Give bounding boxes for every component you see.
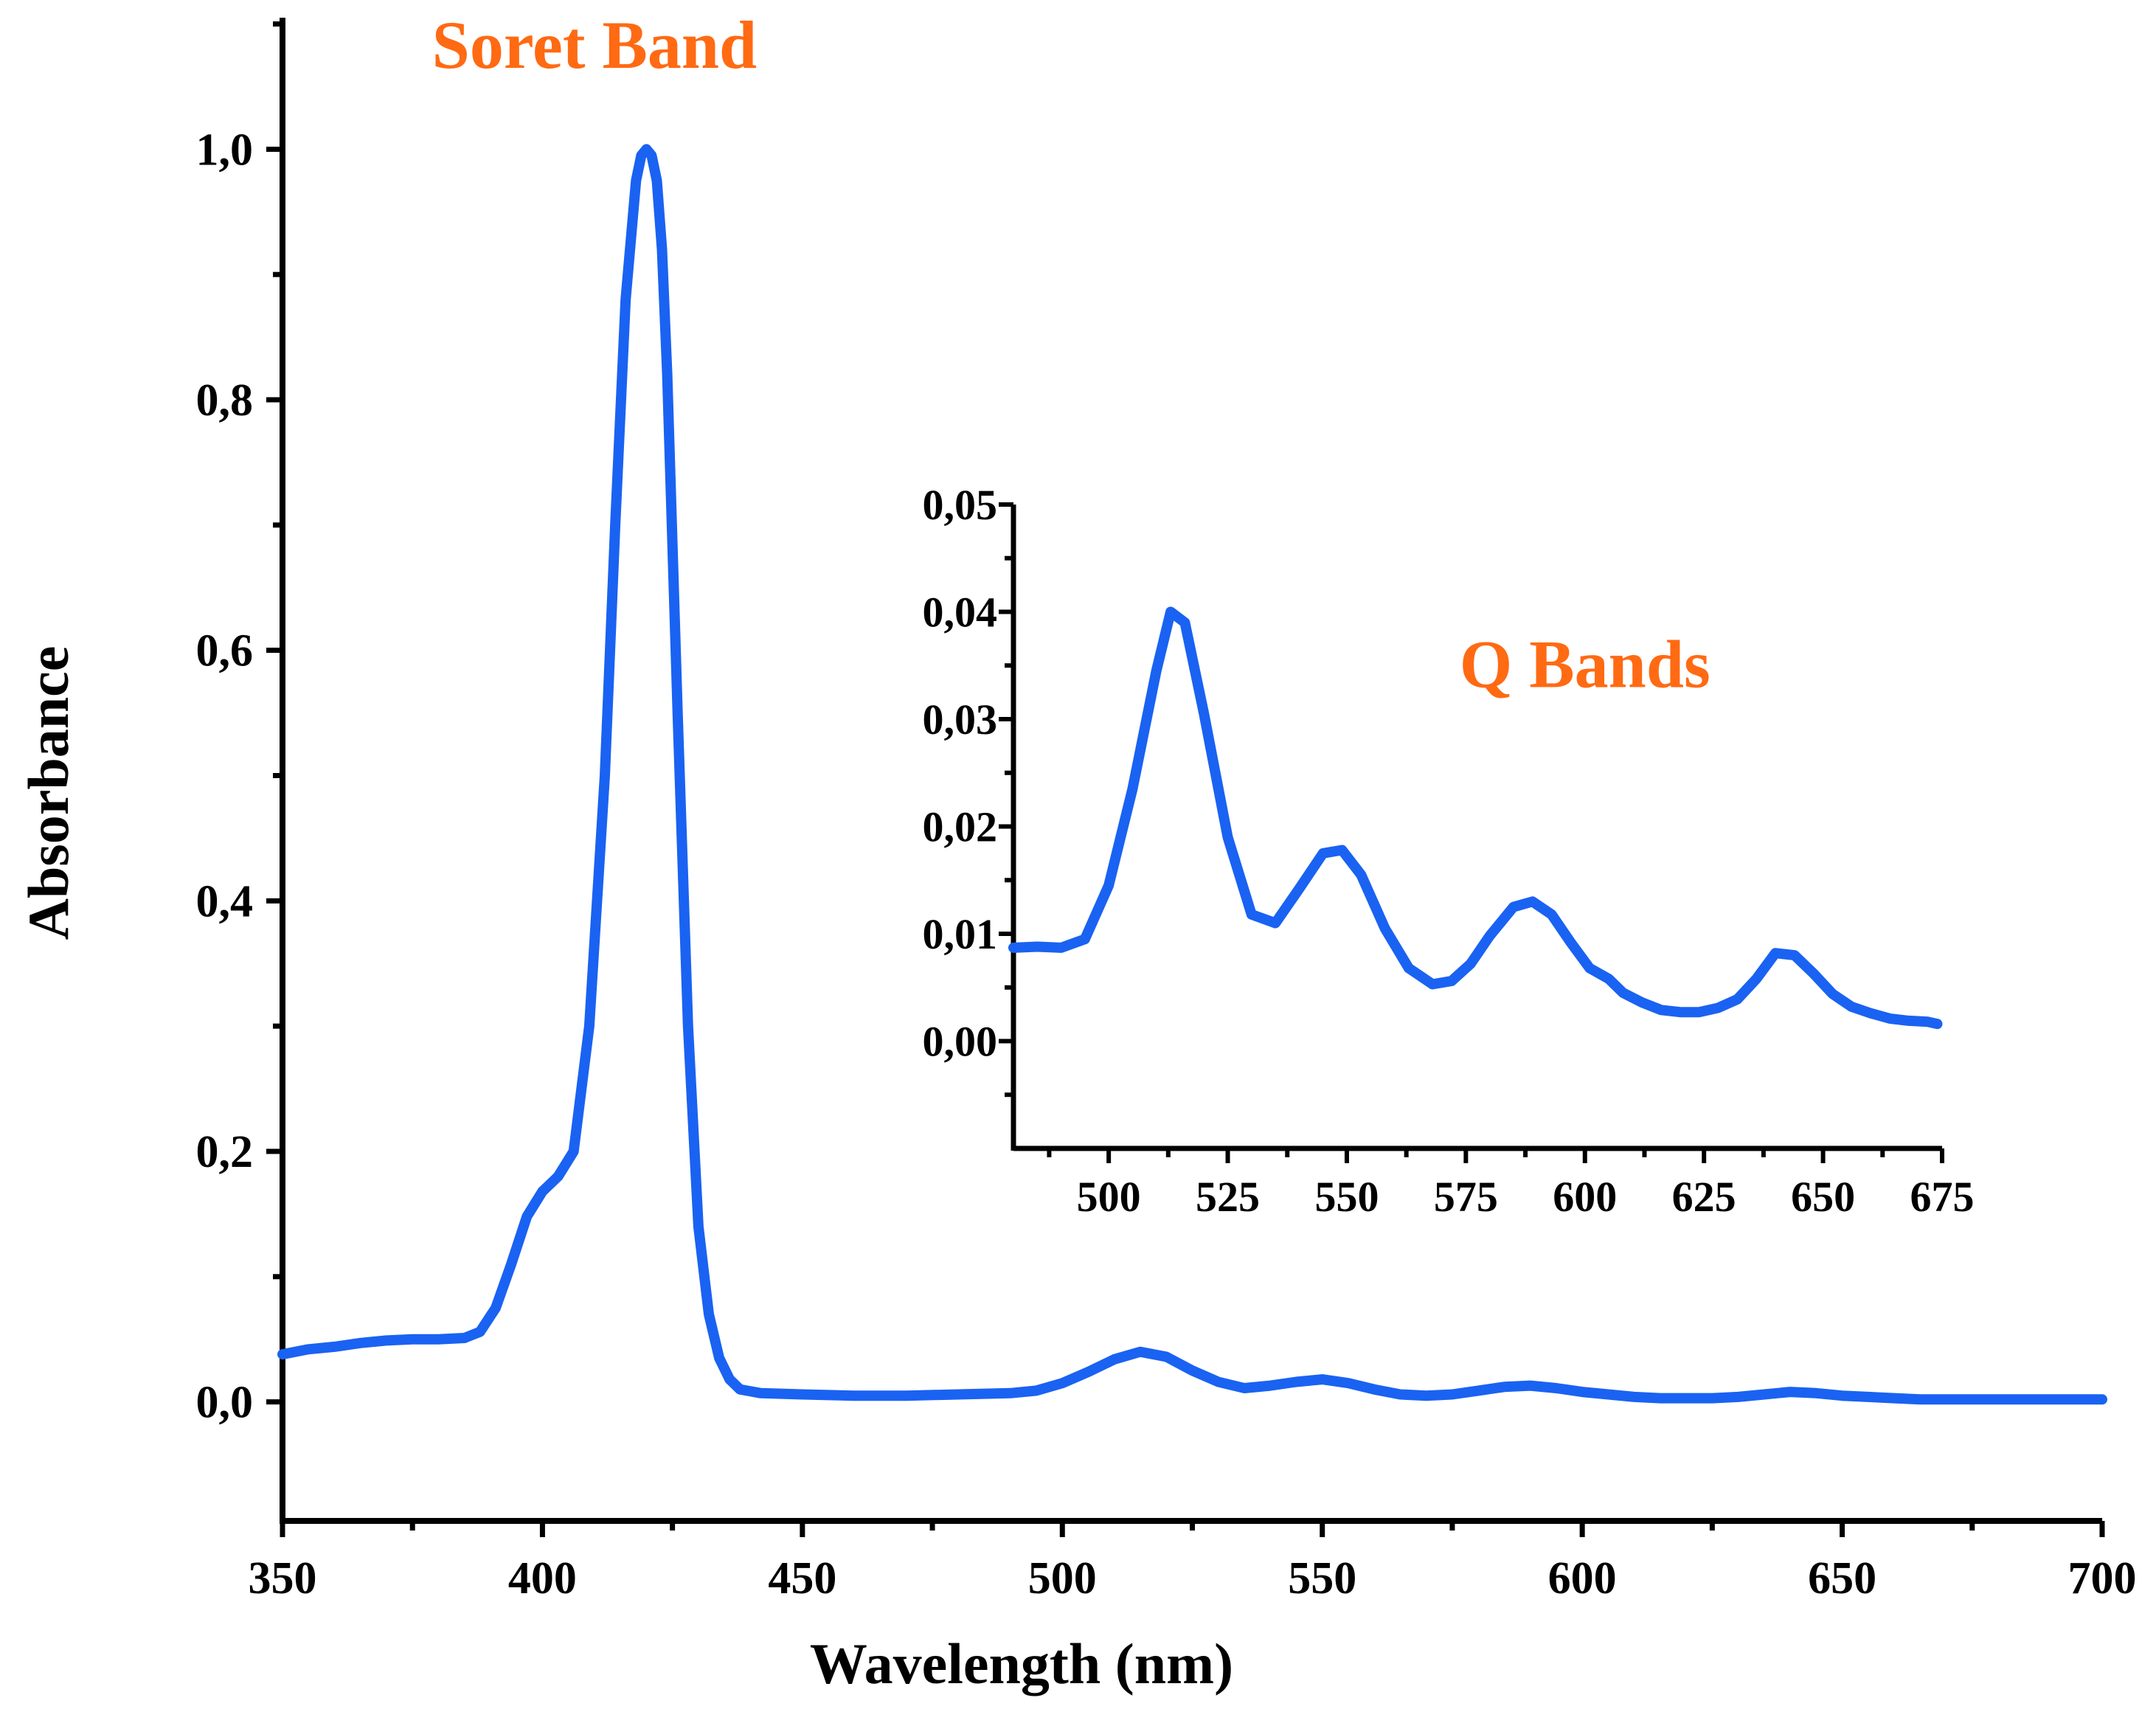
inset-x-tick-label: 625	[1672, 1173, 1736, 1221]
main-x-tick-label: 650	[1808, 1553, 1876, 1604]
main-ticks	[266, 21, 2105, 1537]
inset-y-tick-label: 0,01	[923, 910, 998, 958]
inset-x-tick-label: 650	[1791, 1173, 1855, 1221]
soret-band-annotation: Soret Band	[432, 7, 758, 83]
main-x-tick-label: 450	[768, 1553, 836, 1604]
main-x-tick-label: 500	[1028, 1553, 1097, 1604]
main-spectrum-line	[277, 144, 2107, 1405]
main-tick-labels: 350 400 450 500 550 600 650 700 0,0 0,2 0,4 0,6 0,8 1…	[196, 125, 2137, 1604]
main-x-tick-label: 550	[1288, 1553, 1356, 1604]
inset-y-tick-label: 0,00	[923, 1018, 998, 1066]
main-y-tick-label: 0,8	[196, 375, 254, 426]
inset-y-tick-label: 0,03	[923, 696, 998, 743]
inset-x-tick-label: 550	[1314, 1173, 1379, 1221]
inset-x-tick-label: 575	[1434, 1173, 1498, 1221]
main-y-tick-label: 0,0	[196, 1378, 254, 1428]
inset-x-tick-label: 525	[1196, 1173, 1260, 1221]
main-y-tick-label: 0,4	[196, 876, 254, 926]
main-x-axis-title: Wavelength (nm)	[810, 1632, 1233, 1696]
inset-ticks	[999, 502, 1944, 1163]
main-x-tick-label: 350	[249, 1553, 317, 1604]
main-y-tick-label: 0,6	[196, 626, 254, 676]
inset-plot: 500 525 550 575 600 625 650 675 0,00 0,01 0,02 0,03…	[923, 481, 1975, 1221]
inset-y-tick-label: 0,02	[923, 803, 998, 851]
main-y-tick-label: 0,2	[196, 1127, 254, 1177]
inset-y-tick-label: 0,04	[923, 589, 998, 637]
main-x-tick-label: 700	[2068, 1553, 2137, 1604]
main-plot: 350 400 450 500 550 600 650 700 0,0 0,2 0,4 0,6 0,8 1…	[16, 7, 2137, 1696]
inset-spectrum-line	[1008, 606, 1943, 1030]
main-y-tick-label: 1,0	[196, 125, 254, 175]
inset-tick-labels: 500 525 550 575 600 625 650 675 0,00 0,01 0,02 0,03…	[923, 481, 1975, 1221]
inset-y-tick-label: 0,05	[923, 481, 998, 529]
main-x-tick-label: 600	[1548, 1553, 1617, 1604]
inset-x-tick-label: 600	[1553, 1173, 1617, 1221]
main-x-tick-label: 400	[508, 1553, 577, 1604]
inset-x-tick-label: 500	[1077, 1173, 1141, 1221]
q-bands-annotation: Q Bands	[1460, 626, 1710, 701]
main-y-axis-title: Absorbance	[16, 646, 80, 940]
inset-x-tick-label: 675	[1910, 1173, 1975, 1221]
